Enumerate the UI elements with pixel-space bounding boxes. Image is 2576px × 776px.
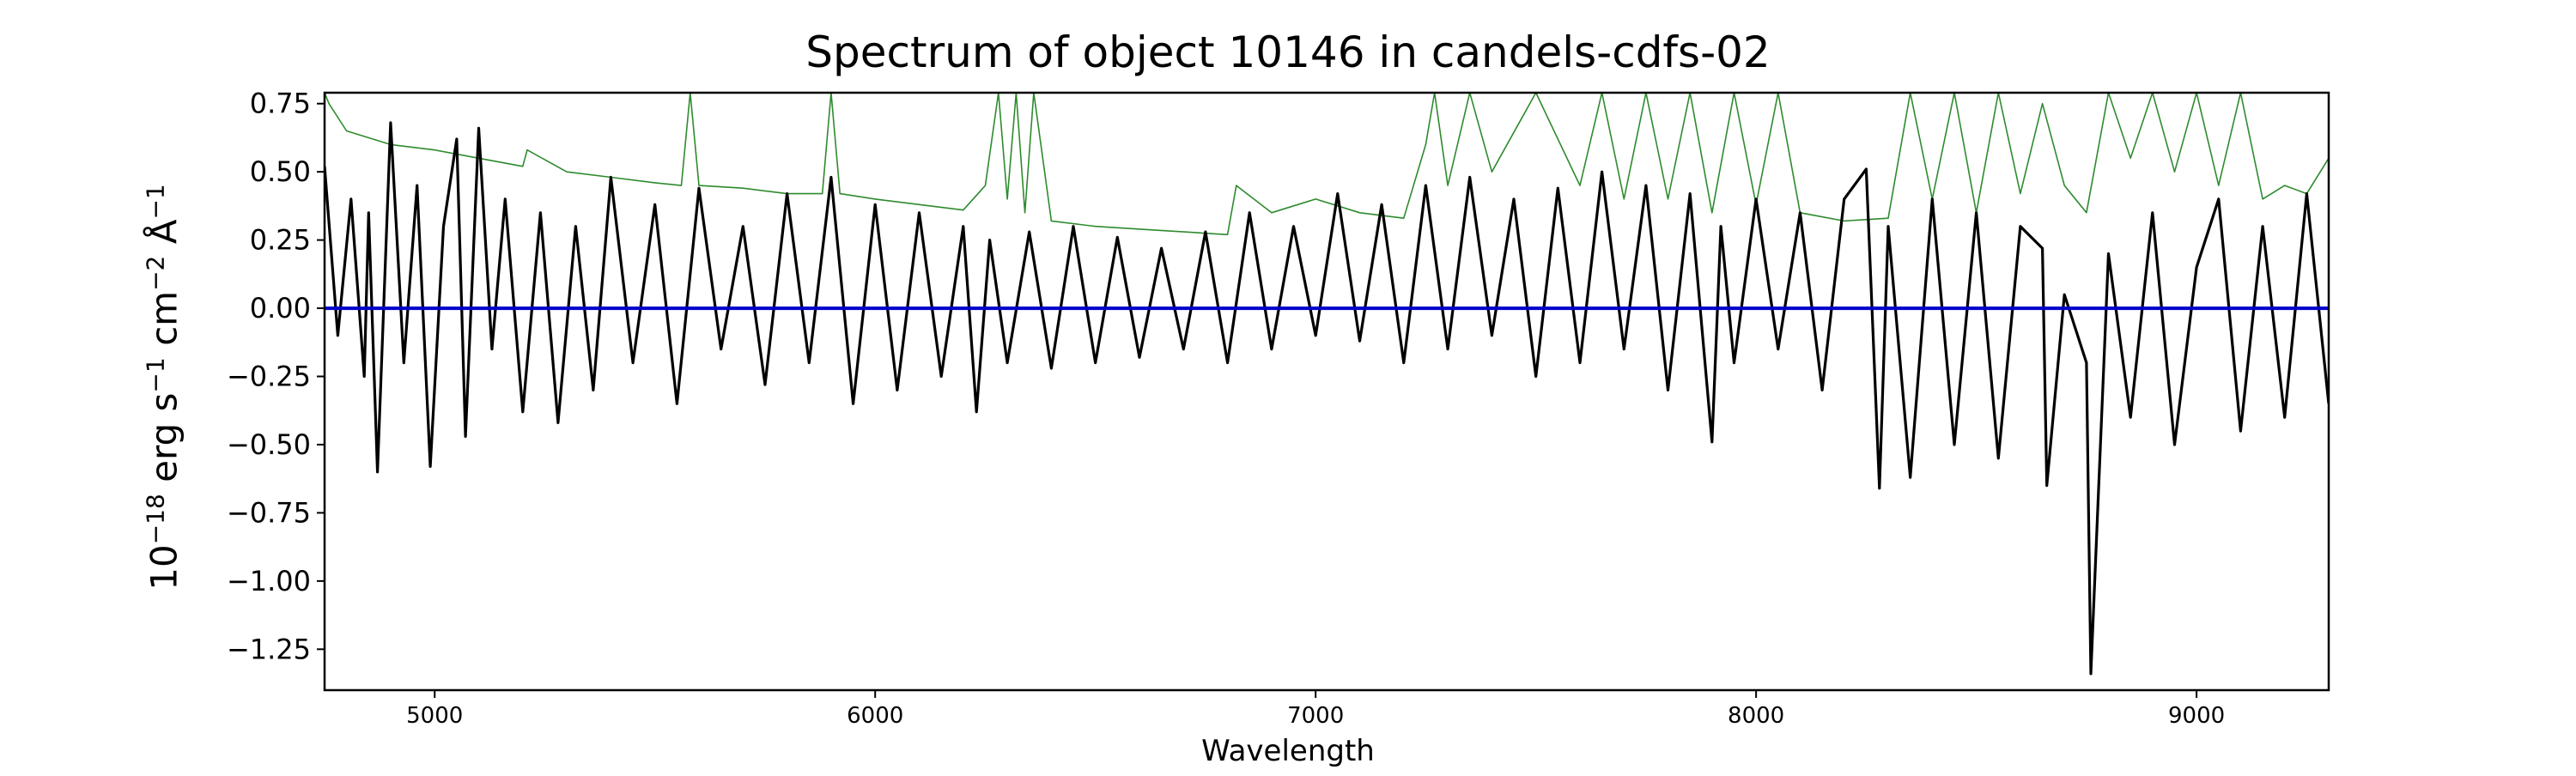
y-label-exp-cm: −2 [141,255,170,291]
y-tick-label: −0.25 [227,361,311,393]
y-tick-label: 0.00 [250,292,311,324]
x-tick-label: 5000 [406,703,463,729]
y-label-exp-angstrom: −1 [141,184,170,220]
y-label-exp-s: −1 [141,357,170,393]
y-tick-label: 0.25 [250,224,311,257]
x-tick-label: 7000 [1287,703,1344,729]
y-tick-label: −1.25 [227,633,311,665]
series-flux-line [325,121,2329,676]
y-label-exp-scale: −18 [141,494,170,545]
y-label-unit-angstrom: Å [143,219,185,245]
y-tick-label: −1.00 [227,565,311,597]
x-tick-label: 8000 [1728,703,1784,729]
y-tick-label: −0.75 [227,496,311,529]
y-label-unit-erg: erg s [143,392,185,482]
y-label-base: 10 [143,544,185,591]
chart-title: Spectrum of object 10146 in candels-cdfs… [805,27,1771,77]
x-tick-label: 6000 [847,703,903,729]
axes-frame [323,91,2330,692]
x-tick-label: 9000 [2168,703,2225,729]
y-label-unit-cm: cm [143,290,185,346]
y-axis-label: 10−18 erg s−1 cm−2 Å−1 [142,184,185,590]
y-tick-label: 0.75 [250,88,311,120]
series-error-line [325,93,2329,236]
y-tick-label: −0.50 [227,428,311,461]
x-axis-label: Wavelength [1201,734,1375,768]
y-tick-label: 0.50 [250,155,311,188]
